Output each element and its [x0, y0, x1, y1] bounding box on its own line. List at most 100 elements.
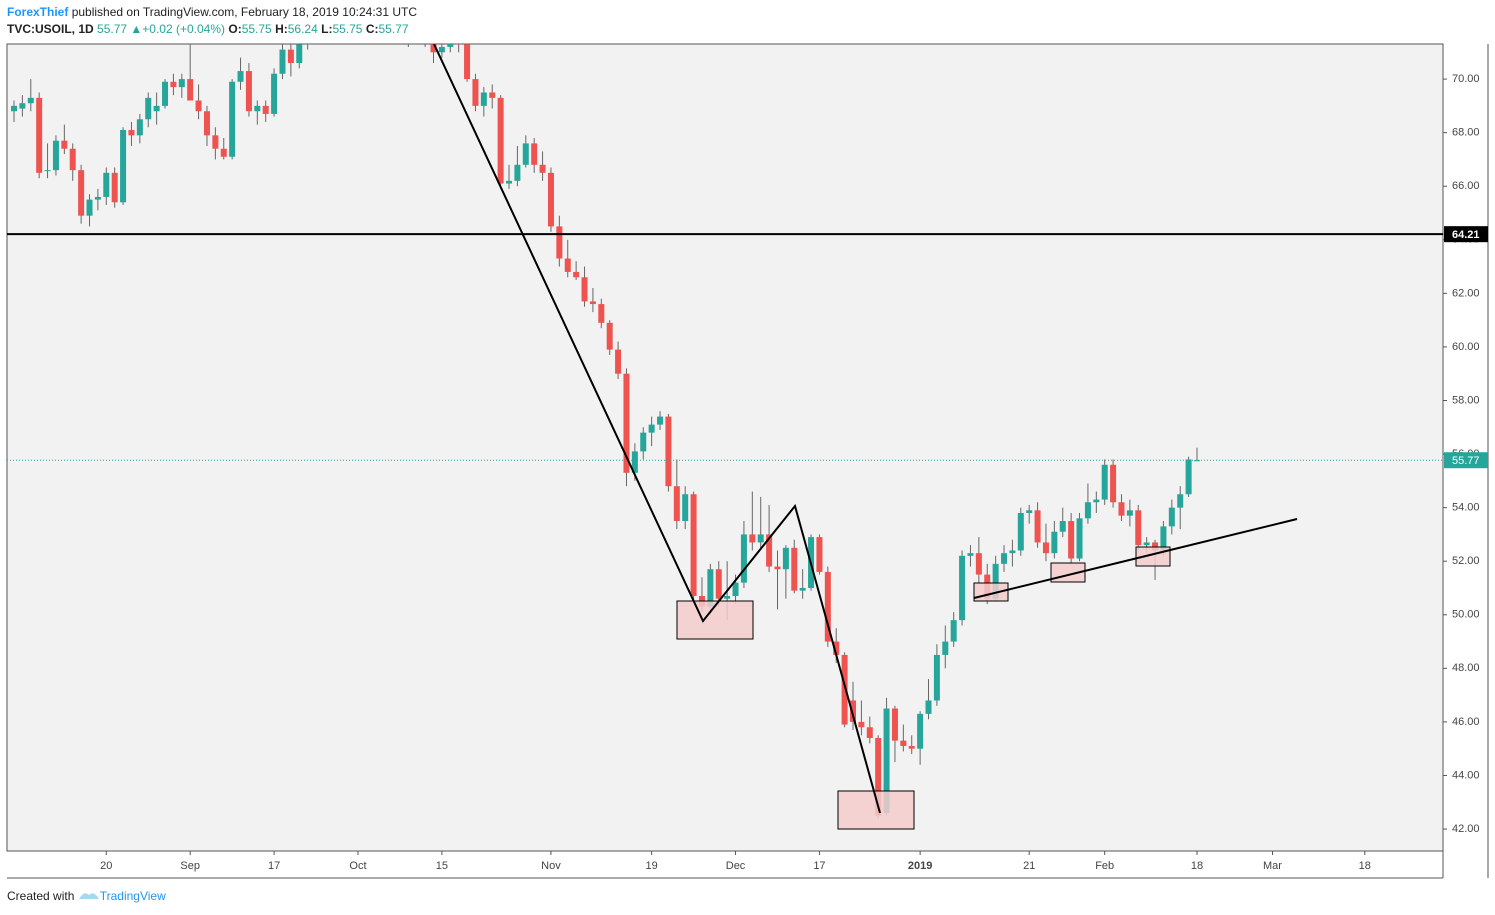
- candle-body: [287, 49, 294, 64]
- candle-body: [430, 44, 437, 53]
- candle-body: [816, 537, 823, 572]
- candle-body: [850, 700, 856, 722]
- candle-body: [615, 349, 622, 374]
- low-value: 55.75: [332, 22, 363, 36]
- candle-body: [682, 494, 689, 522]
- publish-info: ForexThief published on TradingView.com,…: [7, 5, 417, 19]
- candle-body: [86, 199, 93, 216]
- candle-body: [162, 81, 169, 106]
- created-with: Created with: [7, 889, 75, 903]
- candle-body: [573, 271, 580, 278]
- candle-body: [1168, 507, 1175, 527]
- level-tag: [1444, 226, 1488, 243]
- candle-body: [405, 17, 411, 36]
- candle-body: [581, 277, 588, 302]
- candle-body: [153, 105, 160, 112]
- candle-body: [472, 79, 479, 106]
- candle-body: [1185, 459, 1192, 495]
- candle-body: [397, 0, 403, 17]
- candle-body: [690, 494, 697, 597]
- open-value: 55.75: [241, 22, 272, 36]
- candle-body: [195, 100, 202, 112]
- y-tick-label: 68.00: [1452, 127, 1480, 139]
- candle-body: [774, 566, 781, 570]
- candle-body: [564, 258, 571, 272]
- candle-body: [69, 148, 76, 171]
- candle-body: [547, 172, 554, 227]
- candle-body: [414, 23, 420, 36]
- candle-body: [480, 92, 487, 106]
- candle-body: [438, 46, 445, 53]
- candle-body: [1193, 460, 1200, 462]
- x-tick-label: 18: [1359, 860, 1371, 872]
- plot-area: [6, 43, 1444, 852]
- candle-body: [52, 140, 59, 171]
- published: published on TradingView.com, February 1…: [71, 5, 418, 19]
- candle-body: [925, 700, 932, 714]
- candle-body: [833, 641, 840, 655]
- zone-box[interactable]: [973, 582, 1009, 602]
- candle-body: [841, 654, 848, 725]
- candle-body: [740, 534, 747, 583]
- trend-line[interactable]: [973, 518, 1298, 599]
- candle-body: [942, 641, 949, 655]
- candle-body: [1143, 542, 1150, 546]
- candle-body: [220, 148, 227, 157]
- y-tick-label: 44.00: [1452, 769, 1480, 781]
- candle-body: [1118, 502, 1125, 516]
- candle-body: [623, 373, 630, 473]
- candle-body: [271, 73, 278, 114]
- candle-body: [589, 301, 596, 305]
- y-tick-label: 66.00: [1452, 180, 1480, 192]
- candle-body: [178, 79, 185, 88]
- candle-body: [1126, 510, 1133, 516]
- x-tick-label: 18: [1191, 860, 1203, 872]
- candle-body: [1084, 502, 1091, 519]
- candle-body: [791, 547, 798, 591]
- brand-logo: [78, 893, 99, 899]
- candle-body: [128, 129, 135, 136]
- y-tick-label: 58.00: [1452, 394, 1480, 406]
- y-tick-label: 62.00: [1452, 287, 1480, 299]
- candle-body: [11, 105, 17, 112]
- candle-body: [1101, 464, 1108, 500]
- candle-body: [732, 582, 739, 597]
- candle-body: [1160, 526, 1167, 551]
- candle-body: [44, 170, 51, 172]
- x-tick-label: 17: [268, 860, 280, 872]
- candle-body: [1076, 518, 1083, 559]
- candle-body: [1026, 510, 1033, 513]
- candle-body: [497, 97, 504, 184]
- candle-body: [296, 44, 303, 64]
- level-tag-label: 64.21: [1452, 229, 1480, 241]
- candle-body: [111, 172, 118, 203]
- candle-body: [489, 92, 496, 98]
- candle-body: [1068, 521, 1075, 559]
- candle-body: [304, 44, 311, 45]
- x-tick-label: 19: [646, 860, 658, 872]
- candle-body: [145, 97, 152, 120]
- candle-body: [715, 569, 722, 599]
- candle-body: [858, 721, 865, 728]
- candles: [7, 0, 1443, 819]
- candle-body: [1042, 542, 1049, 554]
- author[interactable]: ForexThief: [7, 5, 69, 19]
- brand[interactable]: TradingView: [99, 889, 166, 903]
- zigzag-line[interactable]: [433, 44, 881, 814]
- candle-body: [27, 97, 34, 104]
- candle-body: [1034, 510, 1041, 543]
- change-arrow: ▲: [130, 22, 143, 36]
- x-tick-label: 21: [1023, 860, 1035, 872]
- symbol: TVC:USOIL, 1D: [7, 22, 94, 36]
- candle-body: [598, 304, 605, 323]
- x-tick-label: 15: [436, 860, 448, 872]
- x-tick-label: Oct: [349, 860, 366, 872]
- high-label: H:: [275, 22, 288, 36]
- candle-body: [78, 170, 85, 216]
- y-tick-label: 54.00: [1452, 502, 1480, 514]
- candle-body: [321, 0, 327, 12]
- y-tick-label: 70.00: [1452, 73, 1480, 85]
- x-tick-label: 20: [100, 860, 112, 872]
- candle-body: [506, 180, 513, 184]
- candle-body: [522, 143, 529, 165]
